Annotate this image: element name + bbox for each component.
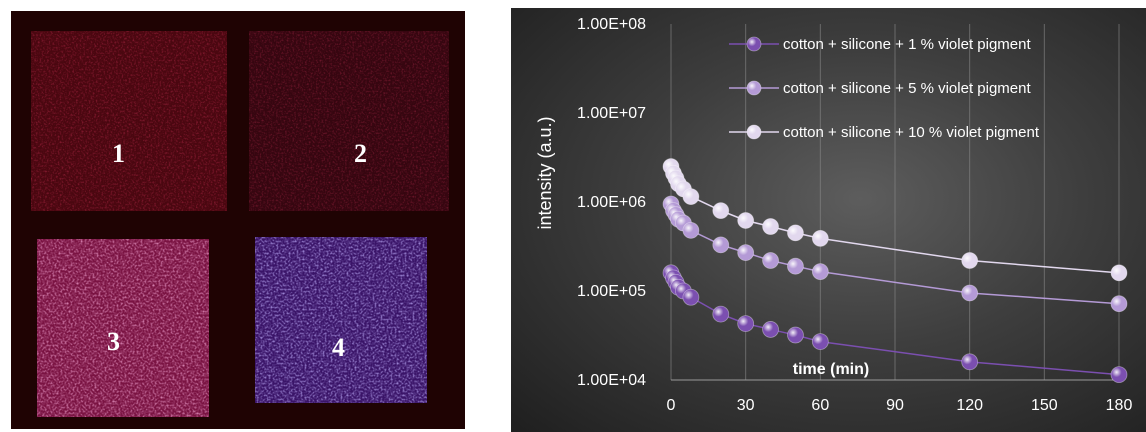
legend-marker-highlight xyxy=(747,125,761,139)
x-tick-label: 150 xyxy=(1031,397,1058,414)
data-point-highlight xyxy=(712,236,729,253)
decay-chart: 1.00E+04 1.00E+05 1.00E+06 1.00E+07 1.00E+08… xyxy=(511,8,1146,432)
data-point-highlight xyxy=(712,202,729,219)
y-tick-label: 1.00E+06 xyxy=(577,194,646,211)
legend-marker-highlight xyxy=(747,37,761,51)
x-tick-label: 120 xyxy=(956,397,983,414)
y-tick-label: 1.00E+05 xyxy=(577,283,646,300)
data-point-highlight xyxy=(762,218,779,235)
x-tick-label: 180 xyxy=(1106,397,1133,414)
photo-texture xyxy=(11,11,465,429)
y-tick-label: 1.00E+08 xyxy=(577,16,646,33)
data-point-highlight xyxy=(762,252,779,269)
y-tick-labels: 1.00E+04 1.00E+05 1.00E+06 1.00E+07 1.00E+08 xyxy=(577,16,646,389)
data-point-highlight xyxy=(787,224,804,241)
data-point-highlight xyxy=(812,230,829,247)
y-tick-label: 1.00E+04 xyxy=(577,372,646,389)
data-point-highlight xyxy=(961,284,978,301)
data-point-highlight xyxy=(787,258,804,275)
x-tick-label: 0 xyxy=(667,397,676,414)
data-point-highlight xyxy=(682,188,699,205)
y-axis-title: intensity (a.u.) xyxy=(535,116,555,229)
data-point-highlight xyxy=(787,327,804,344)
fluorescence-photo: 1 2 3 4 xyxy=(11,11,465,429)
x-tick-labels: 0 30 60 90 120 150 180 xyxy=(667,397,1133,414)
legend-label: cotton + silicone + 10 % violet pigment xyxy=(783,124,1040,141)
grid xyxy=(670,24,1120,381)
data-point-highlight xyxy=(961,252,978,269)
data-point-highlight xyxy=(961,353,978,370)
data-point-highlight xyxy=(737,315,754,332)
data-point-highlight xyxy=(1111,366,1127,383)
legend-label: cotton + silicone + 5 % violet pigment xyxy=(783,80,1031,97)
series xyxy=(662,158,1128,383)
sample-label-2: 2 xyxy=(354,139,367,168)
data-point-highlight xyxy=(1111,264,1127,281)
data-point-highlight xyxy=(737,212,754,229)
data-point-highlight xyxy=(682,222,699,239)
chart-svg: 1.00E+04 1.00E+05 1.00E+06 1.00E+07 1.00E+08… xyxy=(535,16,1133,414)
y-tick-label: 1.00E+07 xyxy=(577,105,646,122)
data-point-highlight xyxy=(712,306,729,323)
x-tick-label: 30 xyxy=(737,397,755,414)
data-point-highlight xyxy=(737,244,754,261)
x-tick-label: 90 xyxy=(886,397,904,414)
sample-label-4: 4 xyxy=(332,333,345,362)
data-point-highlight xyxy=(682,289,699,306)
sample-label-3: 3 xyxy=(107,327,120,356)
legend: cotton + silicone + 1 % violet pigment co… xyxy=(729,36,1040,141)
data-point-highlight xyxy=(812,263,829,280)
legend-label: cotton + silicone + 1 % violet pigment xyxy=(783,36,1031,53)
legend-marker-highlight xyxy=(747,81,761,95)
data-point-highlight xyxy=(812,333,829,350)
x-axis-title: time (min) xyxy=(793,361,869,378)
data-point-highlight xyxy=(762,321,779,338)
sample-label-1: 1 xyxy=(112,139,125,168)
data-point-highlight xyxy=(1111,295,1127,312)
x-tick-label: 60 xyxy=(811,397,829,414)
